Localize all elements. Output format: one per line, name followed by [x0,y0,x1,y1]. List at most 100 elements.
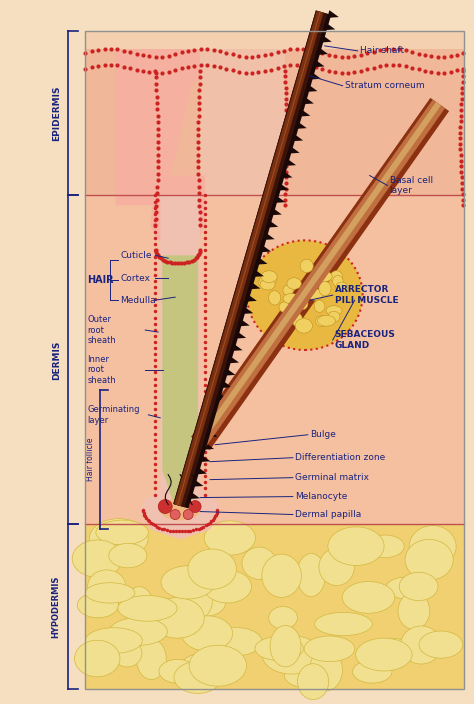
Polygon shape [281,170,292,178]
Polygon shape [188,491,200,499]
Ellipse shape [290,300,303,311]
Ellipse shape [189,646,246,686]
Ellipse shape [125,586,154,629]
Text: Cuticle: Cuticle [120,251,152,260]
Ellipse shape [333,275,343,287]
Polygon shape [306,84,318,92]
Polygon shape [197,102,441,444]
Text: Germinating
layer: Germinating layer [87,405,140,425]
Polygon shape [150,175,205,251]
Polygon shape [193,99,445,447]
Ellipse shape [150,598,204,638]
Polygon shape [299,109,310,117]
Polygon shape [238,319,250,327]
Ellipse shape [310,650,342,691]
Ellipse shape [287,277,301,289]
Text: Basal cell
layer: Basal cell layer [390,176,433,195]
Ellipse shape [409,525,456,567]
Ellipse shape [405,539,453,580]
Polygon shape [200,36,285,196]
Ellipse shape [356,638,412,671]
Polygon shape [270,208,282,215]
Circle shape [170,510,180,520]
Ellipse shape [180,653,229,684]
Ellipse shape [315,316,328,327]
Ellipse shape [328,527,384,565]
Polygon shape [277,183,289,191]
Polygon shape [320,35,332,42]
Ellipse shape [353,660,392,683]
Text: Outer
root
sheath: Outer root sheath [87,315,116,345]
Ellipse shape [174,662,221,693]
Ellipse shape [161,566,215,599]
Ellipse shape [330,271,343,283]
Polygon shape [273,195,285,203]
Polygon shape [213,405,225,413]
Polygon shape [224,368,236,376]
Bar [85,196,465,524]
Polygon shape [327,11,339,18]
Polygon shape [242,306,253,314]
Ellipse shape [259,275,277,285]
Ellipse shape [261,271,277,282]
Polygon shape [263,232,274,240]
Ellipse shape [270,625,301,667]
Text: ARRECTOR
PILI MUSCLE: ARRECTOR PILI MUSCLE [335,285,398,305]
Text: Germinal matrix: Germinal matrix [295,473,369,482]
Polygon shape [173,11,328,508]
Polygon shape [259,245,271,252]
Ellipse shape [242,547,276,579]
Polygon shape [191,98,449,450]
Ellipse shape [112,639,142,667]
Ellipse shape [328,311,340,322]
Bar [85,31,465,49]
Polygon shape [217,393,228,401]
Ellipse shape [304,636,355,662]
Circle shape [183,510,193,520]
Ellipse shape [204,521,255,555]
Ellipse shape [137,639,166,679]
Ellipse shape [109,543,147,568]
Circle shape [158,500,172,513]
Ellipse shape [401,626,442,664]
Text: Hair follicle: Hair follicle [86,438,95,482]
Text: Inner
root
sheath: Inner root sheath [87,355,116,385]
Ellipse shape [283,285,293,296]
Ellipse shape [208,627,262,656]
Ellipse shape [377,639,411,662]
Ellipse shape [90,519,148,558]
Text: Stratum corneum: Stratum corneum [345,81,424,90]
Polygon shape [162,256,198,515]
Ellipse shape [326,306,342,315]
Text: Differentiation zone: Differentiation zone [295,453,385,463]
Bar [85,31,205,196]
Ellipse shape [160,498,200,520]
Polygon shape [202,442,214,450]
Polygon shape [284,158,296,166]
Ellipse shape [85,583,135,603]
Polygon shape [324,23,335,30]
Ellipse shape [74,640,120,677]
Ellipse shape [118,596,177,621]
Polygon shape [288,146,300,153]
Text: Dermal papilla: Dermal papilla [295,510,361,519]
Ellipse shape [314,300,325,313]
Polygon shape [313,60,325,68]
Ellipse shape [366,535,404,558]
Ellipse shape [336,282,348,292]
Ellipse shape [319,281,331,296]
Text: SEBACEOUS
GLAND: SEBACEOUS GLAND [335,330,396,350]
Ellipse shape [319,548,355,586]
Ellipse shape [386,577,424,598]
Polygon shape [292,134,303,142]
Ellipse shape [296,648,334,676]
Text: Bulge: Bulge [310,430,336,439]
Polygon shape [206,429,218,437]
Polygon shape [295,121,307,129]
Ellipse shape [88,570,126,602]
Ellipse shape [342,582,395,613]
Ellipse shape [262,554,301,598]
Ellipse shape [169,566,207,598]
Ellipse shape [159,660,196,683]
Ellipse shape [77,593,118,617]
